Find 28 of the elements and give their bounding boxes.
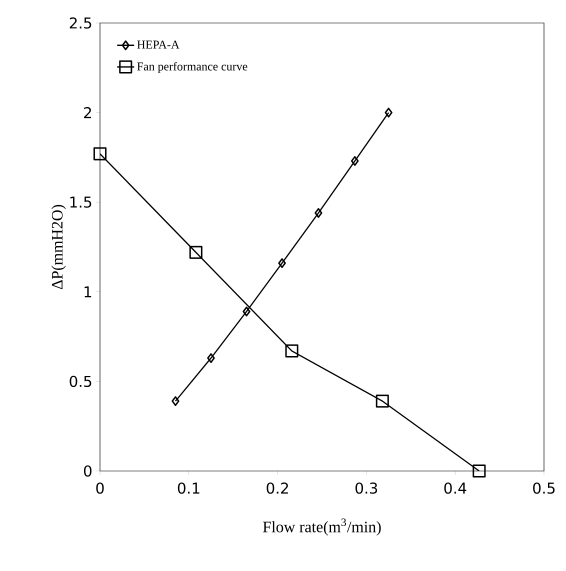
y-tick-label: 1.5 bbox=[70, 196, 92, 208]
x-tick-label: 0.5 bbox=[533, 482, 555, 494]
x-tick-label: 0.1 bbox=[178, 482, 200, 494]
x-axis-title: Flow rate(m$^{3}$/min) bbox=[262, 518, 381, 536]
y-axis-title: ΔP(mmH2O) bbox=[51, 204, 66, 290]
point bbox=[285, 344, 298, 358]
y-tick-label: 2 bbox=[84, 107, 92, 118]
y-tick-label: 0 bbox=[84, 465, 92, 477]
point bbox=[384, 108, 392, 118]
point bbox=[350, 156, 359, 166]
x-tick-label: 0.2 bbox=[266, 482, 288, 494]
point bbox=[242, 306, 250, 316]
point bbox=[314, 208, 322, 218]
y-tick-label: 2.5 bbox=[70, 17, 92, 29]
point bbox=[93, 147, 107, 160]
y-tick-label: 0.5 bbox=[70, 376, 92, 388]
point bbox=[278, 258, 286, 268]
legend-label: Fan performance curve bbox=[137, 62, 248, 73]
x-tick-label: 0.4 bbox=[444, 482, 466, 494]
y-tick-label: 1 bbox=[84, 286, 92, 298]
point bbox=[207, 353, 215, 364]
point bbox=[472, 464, 486, 478]
point bbox=[172, 396, 180, 406]
x-tick-label: 0 bbox=[96, 482, 104, 494]
point bbox=[376, 394, 389, 408]
point bbox=[189, 246, 202, 259]
x-tick-label: 0.3 bbox=[356, 482, 378, 494]
legend-label: HEPA-A bbox=[137, 40, 180, 49]
